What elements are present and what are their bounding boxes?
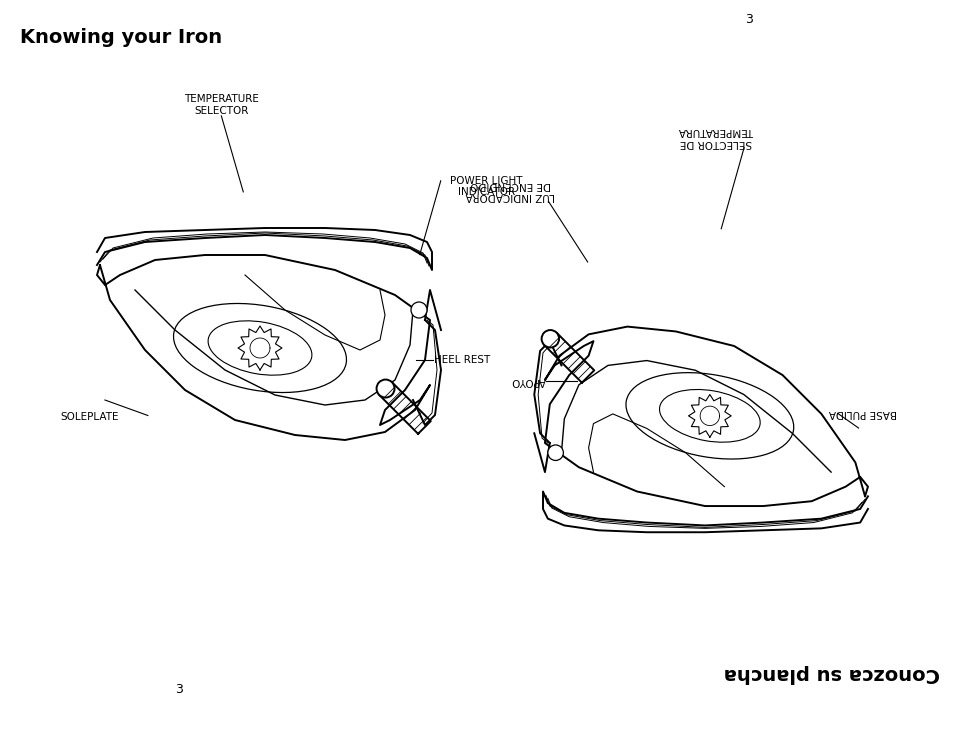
Text: APOYO: APOYO (510, 376, 545, 386)
Text: Knowing your Iron: Knowing your Iron (20, 28, 222, 47)
Circle shape (547, 445, 563, 461)
Circle shape (411, 302, 427, 318)
Text: TEMPERATURE
SELECTOR: TEMPERATURE SELECTOR (184, 94, 258, 116)
Text: Conozca su plancha: Conozca su plancha (723, 664, 939, 683)
Text: SOLEPLATE: SOLEPLATE (60, 412, 118, 422)
Text: LUZ INDICADORA
DE ENCENDIDO: LUZ INDICADORA DE ENCENDIDO (465, 180, 555, 201)
Text: 3: 3 (174, 683, 183, 696)
Text: SELECTOR DE
TEMPERATURA: SELECTOR DE TEMPERATURA (678, 126, 753, 148)
Circle shape (376, 379, 395, 398)
Text: POWER LIGHT
INDICATOR: POWER LIGHT INDICATOR (450, 176, 522, 197)
Text: 3: 3 (744, 13, 752, 26)
Circle shape (541, 330, 558, 348)
Text: BASE PULIDA: BASE PULIDA (828, 408, 896, 418)
Text: HEEL REST: HEEL REST (434, 355, 490, 365)
